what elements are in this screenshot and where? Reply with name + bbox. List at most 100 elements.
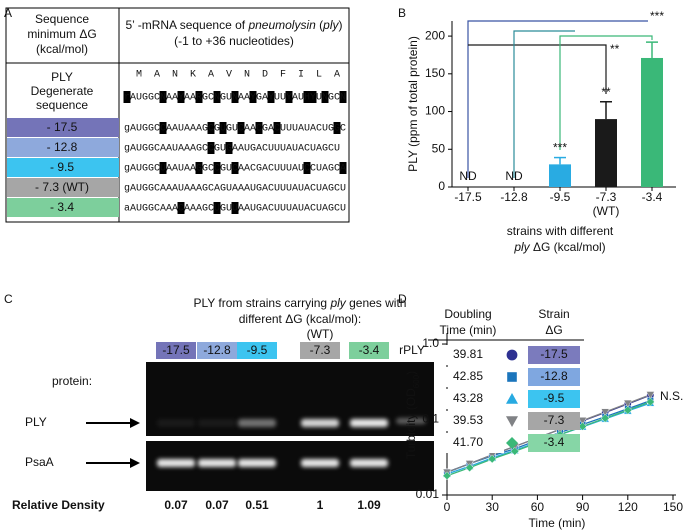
value-label: ND — [505, 169, 523, 183]
text-part: pneumolysin — [247, 18, 316, 32]
sequence-segment: AUGGC — [130, 93, 160, 104]
lane-box — [197, 342, 237, 359]
y-tick-label: 0.01 — [416, 487, 440, 501]
text-part: 5’ -mRNA sequence of — [125, 18, 248, 32]
sequence-segment: CUAGC — [310, 164, 340, 175]
sequence-segment: GU — [220, 164, 232, 175]
y-tick-label: 0.1 — [422, 412, 439, 426]
highlight-box — [303, 162, 311, 174]
doubling-time: 39.53 — [453, 413, 483, 427]
marker — [600, 413, 610, 423]
lane-label: -7.3 — [310, 343, 331, 357]
amino-acid: I — [298, 70, 304, 81]
marker — [507, 372, 517, 382]
marker — [646, 391, 655, 400]
highlight-box — [207, 122, 215, 134]
highlight-box — [159, 162, 167, 174]
bar — [595, 119, 617, 187]
sequence-segment: N — [160, 93, 166, 104]
ply-band — [301, 419, 339, 427]
amino-acid: K — [190, 70, 196, 81]
table-border — [5, 7, 350, 223]
sequence-segment: C — [256, 124, 262, 135]
amino-acid: N — [172, 70, 178, 81]
marker — [487, 454, 497, 464]
sequence-segment: C — [178, 204, 184, 215]
significance-label: *** — [553, 141, 567, 155]
legend-swatch — [528, 412, 580, 430]
sequence-segment: AA — [238, 93, 250, 104]
highlight-box — [249, 91, 257, 103]
highlight-box — [177, 91, 185, 103]
text-part: ) — [404, 371, 418, 375]
highlight-box — [219, 122, 227, 134]
y-axis-label: PLY (ppm of total protein) — [406, 36, 420, 172]
row-swatch — [7, 178, 119, 197]
x-tick-label: -3.4 — [642, 190, 663, 204]
sequence-segment: r — [124, 93, 130, 104]
sequence-segment: AAUGACUUUAUACUAGCU — [238, 204, 346, 215]
blot-title: different ΔG (kcal/mol): — [239, 312, 362, 326]
x-tick-label: -12.8 — [500, 190, 528, 204]
highlight-box — [321, 91, 329, 103]
highlight-box — [303, 91, 317, 103]
highlight-box — [195, 91, 203, 103]
sequence-segment: C — [304, 164, 310, 175]
row-label: - 7.3 (WT) — [35, 180, 89, 194]
legend-label: -12.8 — [540, 369, 568, 383]
sequence-segment: U — [316, 93, 322, 104]
sequence-segment: GU — [220, 204, 232, 215]
text-part: Turbidity (OD — [404, 388, 418, 459]
marker — [646, 397, 655, 407]
highlight-box — [333, 122, 341, 134]
marker — [600, 408, 610, 417]
density-label: Relative Density — [12, 498, 105, 512]
sequence-segment: Y — [250, 93, 256, 104]
row-label: sequence — [36, 98, 88, 112]
doubling-time: 41.70 — [453, 435, 483, 449]
sequence-segment: C — [232, 164, 238, 175]
amino-acid: A — [208, 70, 214, 81]
highlight-box — [237, 122, 245, 134]
text-part: ply — [513, 240, 530, 254]
sequence-segment: HY — [304, 93, 316, 104]
legend-background — [440, 367, 504, 387]
psaa-band — [157, 459, 195, 467]
sequence-segment: GA — [262, 124, 274, 135]
x-tick-label: -17.5 — [454, 190, 482, 204]
legend-swatch — [528, 390, 580, 408]
density-value: 1 — [317, 498, 324, 512]
doubling-time: 39.81 — [453, 347, 483, 361]
bar — [549, 164, 571, 187]
annotation: N.S. — [660, 389, 683, 403]
x-tick-label: 30 — [486, 500, 500, 514]
panel-letter: B — [398, 6, 406, 20]
panel-letter: A — [4, 6, 12, 20]
psaa-band — [301, 459, 339, 467]
marker — [623, 405, 633, 415]
ply-band — [396, 418, 426, 424]
amino-acid: L — [316, 70, 322, 81]
sequence-segment: AU — [292, 93, 304, 104]
legend-header: Strain — [538, 307, 569, 321]
sequence-segment: gAUGGC — [124, 164, 160, 175]
sequence-segment: GC — [202, 164, 214, 175]
sequence-segment: GA — [256, 93, 268, 104]
sequence-segment: U — [160, 164, 166, 175]
header-text: 5’ -mRNA sequence of pneumolysin (ply) — [125, 18, 342, 32]
legend-label: -7.3 — [544, 413, 565, 427]
bar — [641, 57, 663, 187]
sequence-segment: G — [226, 144, 232, 155]
sequence-segment: Y — [286, 93, 292, 104]
value-label: ND — [459, 169, 477, 183]
row-label: - 9.5 — [50, 160, 74, 174]
amino-acid: F — [280, 70, 286, 81]
sequence-segment: N — [214, 93, 220, 104]
y-axis-label: Turbidity (OD600) — [404, 371, 420, 459]
lane-box — [300, 342, 340, 359]
comparison-bracket — [559, 35, 653, 150]
sequence-segment: AA — [244, 124, 256, 135]
amino-acid: A — [334, 70, 340, 81]
sequence-segment: GU — [214, 144, 226, 155]
sequence-segment: gAUGGCAAUAAAGC — [124, 144, 208, 155]
